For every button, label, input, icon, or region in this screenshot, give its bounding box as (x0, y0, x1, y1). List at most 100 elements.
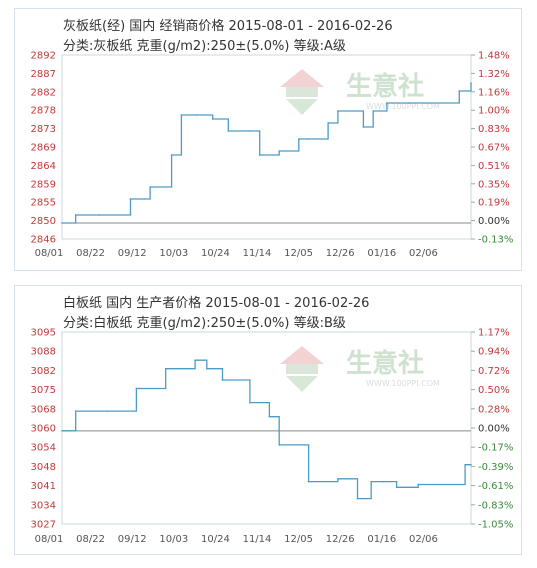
data-point (61, 430, 63, 432)
x-tick-label: 08/22 (76, 534, 105, 545)
chart-title: 白板纸 国内 生产者价格 2015-08-01 - 2016-02-26 (63, 296, 370, 311)
logo-house-icon (286, 87, 318, 97)
data-point (194, 359, 196, 362)
data-point (278, 150, 281, 152)
data-point (98, 214, 100, 216)
y-tick-label: 2859 (31, 179, 56, 190)
y-tick-label: 2864 (31, 161, 56, 172)
y-tick-label: 3048 (31, 462, 56, 473)
data-point (297, 138, 300, 140)
data-point (135, 387, 138, 390)
data-point (470, 82, 472, 84)
data-point (417, 483, 419, 486)
y2-tick-label: 0.72% (478, 366, 510, 377)
y2-tick-label: 0.83% (478, 124, 510, 135)
logo-roof-icon (280, 346, 324, 364)
data-point (470, 463, 472, 466)
data-point (227, 130, 230, 132)
x-tick-label: 08/01 (35, 534, 64, 545)
data-point (61, 222, 63, 224)
data-point (164, 367, 167, 370)
data-point (106, 410, 108, 412)
y2-tick-label: -1.05% (478, 520, 513, 531)
y-tick-label: 2878 (31, 106, 56, 117)
data-point (206, 367, 208, 370)
y-tick-label: 3068 (31, 404, 56, 415)
chart-subtitle: 分类:灰板纸 克重(g/m2):250±(5.0%) 等级:A级 (63, 39, 346, 54)
data-point (327, 122, 329, 124)
y2-tick-label: 1.32% (478, 69, 510, 80)
data-point (74, 410, 77, 412)
data-point (458, 90, 461, 92)
x-tick-label: 02/06 (409, 534, 438, 545)
data-point (278, 444, 281, 446)
y2-tick-label: -0.13% (478, 235, 513, 246)
y-tick-label: 2869 (31, 143, 56, 154)
chart-panel-white-board: 白板纸 国内 生产者价格 2015-08-01 - 2016-02-26 分类:… (14, 285, 522, 555)
data-point (370, 480, 372, 483)
data-point (170, 154, 173, 156)
x-tick-label: 12/05 (284, 534, 313, 545)
chart-subtitle: 分类:白板纸 克重(g/m2):250±(5.0%) 等级:B级 (63, 316, 346, 331)
x-tick-label: 12/26 (326, 248, 355, 259)
y2-tick-label: 1.00% (478, 106, 510, 117)
data-point (356, 497, 359, 500)
x-tick-label: 12/05 (284, 248, 313, 259)
data-point (74, 214, 77, 216)
x-tick-label: 08/22 (76, 248, 105, 259)
y2-tick-label: 0.51% (478, 161, 510, 172)
watermark-url: WWW.100PPI.COM (366, 379, 440, 388)
data-point (382, 480, 384, 483)
data-point (258, 154, 261, 156)
y2-tick-label: 1.48% (478, 51, 510, 62)
y-tick-label: 3088 (31, 347, 56, 358)
y2-tick-label: -0.17% (478, 443, 513, 454)
series-line (62, 83, 472, 224)
y-tick-label: 3060 (31, 424, 56, 435)
y-tick-label: 3054 (31, 443, 56, 454)
y2-tick-label: -0.83% (478, 500, 513, 511)
y2-tick-label: -0.39% (478, 462, 513, 473)
y2-tick-label: 0.50% (478, 385, 510, 396)
x-tick-label: 10/24 (201, 248, 230, 259)
data-point (307, 138, 310, 140)
watermark-url: WWW.100PPI.COM (366, 102, 440, 111)
y2-tick-label: 0.67% (478, 143, 510, 154)
logo-roof-icon (280, 69, 324, 87)
x-tick-label: 09/12 (118, 248, 147, 259)
y2-tick-label: 0.00% (478, 216, 510, 227)
y2-tick-label: 0.00% (478, 424, 510, 435)
data-point (268, 415, 271, 418)
x-tick-label: 10/24 (201, 534, 230, 545)
x-tick-label: 01/16 (367, 534, 396, 545)
x-tick-label: 12/26 (326, 534, 355, 545)
data-point (362, 126, 365, 128)
y2-tick-label: 0.28% (478, 404, 510, 415)
x-tick-label: 11/14 (243, 248, 272, 259)
data-point (372, 110, 374, 112)
x-tick-label: 08/01 (35, 248, 64, 259)
logo-house-icon (286, 364, 318, 374)
chart-panel-gray-board: 灰板纸(经) 国内 经销商价格 2015-08-01 - 2016-02-26 … (14, 8, 522, 271)
y-tick-label: 2873 (31, 124, 56, 135)
y-tick-label: 3082 (31, 366, 56, 377)
x-tick-label: 11/14 (243, 534, 272, 545)
y2-tick-label: 0.94% (478, 347, 510, 358)
data-point (337, 478, 339, 480)
data-point (180, 114, 183, 116)
x-tick-label: 01/16 (367, 248, 396, 259)
logo-base-icon (286, 99, 318, 115)
y-tick-label: 3075 (31, 385, 56, 396)
data-point (129, 198, 132, 200)
y-tick-label: 3095 (31, 328, 56, 339)
data-point (464, 463, 466, 466)
y-tick-label: 2892 (31, 51, 56, 62)
y-tick-label: 3034 (31, 500, 56, 511)
x-tick-label: 09/12 (118, 534, 147, 545)
data-point (149, 186, 151, 188)
chart-title: 灰板纸(经) 国内 经销商价格 2015-08-01 - 2016-02-26 (63, 19, 393, 34)
data-point (249, 401, 251, 404)
